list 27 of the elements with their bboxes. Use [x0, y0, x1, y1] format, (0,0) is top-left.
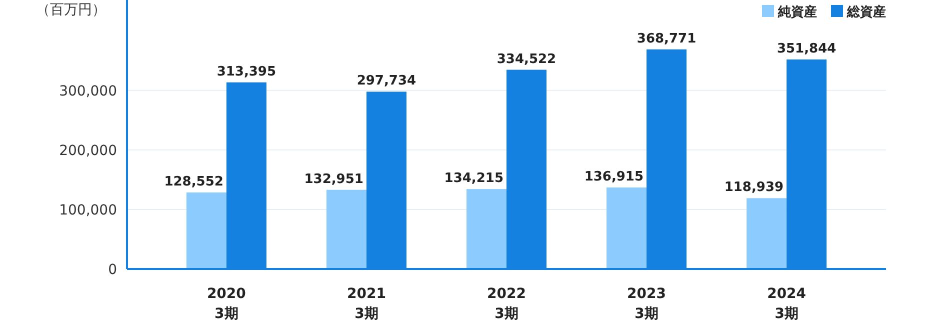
data-label: 134,215 — [444, 171, 504, 186]
x-tick-label: 2021 3期 — [346, 286, 386, 321]
x-tick-label: 2023 3期 — [627, 286, 666, 321]
y-tick-label: 100,000 — [59, 202, 117, 218]
x-tick-label: 2020 3期 — [206, 286, 246, 321]
bar — [466, 189, 506, 269]
data-label: 297,734 — [356, 74, 416, 89]
data-label: 132,951 — [304, 172, 364, 187]
y-tick-label: 200,000 — [59, 142, 117, 159]
data-label: 368,771 — [636, 31, 696, 46]
legend-label: 純資産 — [777, 4, 817, 20]
y-axis-title: （百万円） — [36, 2, 106, 18]
data-label: 136,915 — [584, 169, 644, 184]
data-label: 313,395 — [216, 64, 276, 80]
bar — [326, 190, 366, 269]
data-label: 128,552 — [164, 174, 224, 190]
data-label: 334,522 — [496, 52, 556, 67]
y-tick-label: 0 — [108, 262, 117, 278]
y-tick-label: 300,000 — [59, 83, 117, 100]
bar — [606, 187, 647, 269]
data-label: 351,844 — [776, 41, 836, 56]
legend-label: 総資産 — [846, 4, 886, 20]
data-label: 118,939 — [724, 180, 784, 196]
bar — [186, 192, 226, 269]
bar — [746, 198, 787, 269]
x-tick-label: 2022 3期 — [487, 286, 526, 321]
x-tick-label: 2024 3期 — [767, 286, 806, 321]
